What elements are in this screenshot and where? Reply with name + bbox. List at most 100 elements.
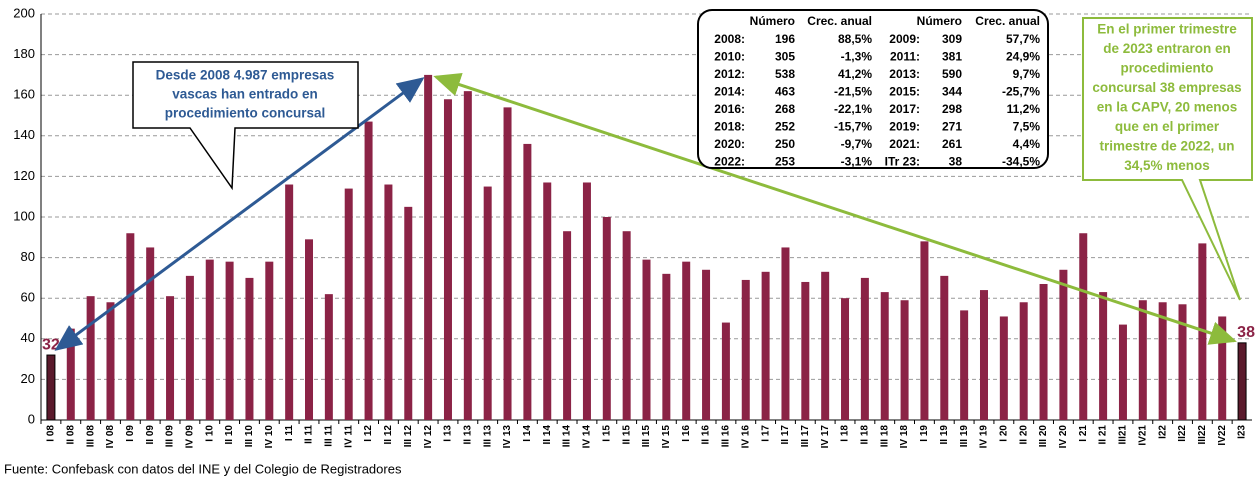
x-tick-label: III 20 xyxy=(1038,425,1049,448)
table-box xyxy=(697,9,1049,169)
bar xyxy=(702,269,711,420)
bar xyxy=(1079,233,1088,420)
bar xyxy=(265,261,274,420)
bar xyxy=(960,310,969,420)
table-cell: 2022: xyxy=(714,155,745,169)
x-tick-label: I 20 xyxy=(998,425,1009,442)
x-tick-label: I 17 xyxy=(760,425,771,442)
y-tick-label: 60 xyxy=(21,290,35,305)
table-cell: 2021: xyxy=(889,137,920,151)
bar xyxy=(563,231,572,420)
x-tick-label: III 12 xyxy=(403,425,414,448)
bar xyxy=(185,275,194,420)
bar xyxy=(979,290,988,420)
bar xyxy=(622,231,631,420)
x-tick-label: II22 xyxy=(1177,425,1188,442)
annotation: de 2023 entraron en xyxy=(1103,41,1231,56)
x-tick-label: IV 19 xyxy=(979,425,990,449)
table-cell: -21,5% xyxy=(834,85,872,99)
x-tick-label: III21 xyxy=(1118,425,1129,445)
x-tick-label: I 21 xyxy=(1078,425,1089,442)
bar xyxy=(1237,342,1247,421)
x-tick-label: II 10 xyxy=(224,425,235,445)
annotation: procedimiento xyxy=(1120,61,1213,76)
x-tick-label: II 18 xyxy=(860,425,871,445)
x-tick-label: I 19 xyxy=(919,425,930,442)
table-cell: -9,7% xyxy=(841,137,873,151)
table-cell: 309 xyxy=(942,32,962,46)
bar xyxy=(344,188,353,420)
bar xyxy=(1019,302,1028,420)
x-tick-label: IV 20 xyxy=(1058,425,1069,449)
x-tick-label: IV 12 xyxy=(423,425,434,449)
x-tick-label: III 11 xyxy=(324,425,335,447)
table-cell: -1,3% xyxy=(841,50,873,64)
table-cell: 305 xyxy=(775,50,795,64)
y-tick-label: 120 xyxy=(13,168,35,183)
table-cell: 271 xyxy=(942,120,962,134)
table-cell: 2016: xyxy=(714,102,745,116)
bar xyxy=(761,271,770,420)
x-tick-label: I 11 xyxy=(284,425,295,442)
annotation: 34,5% menos xyxy=(1124,158,1210,173)
bar xyxy=(841,298,850,420)
table-cell: 344 xyxy=(942,85,962,99)
bar xyxy=(324,294,333,420)
x-tick-label: IV 10 xyxy=(264,425,275,449)
x-tick-label: IV 17 xyxy=(820,425,831,449)
y-tick-label: 20 xyxy=(21,371,35,386)
annotation: en la CAPV, 20 menos xyxy=(1097,100,1238,115)
bar xyxy=(920,241,929,420)
bar xyxy=(1118,324,1127,420)
table-cell: 2015: xyxy=(889,85,920,99)
table-cell: 253 xyxy=(775,155,795,169)
x-tick-label: III 08 xyxy=(85,425,96,448)
bar xyxy=(602,217,611,420)
table-cell: 196 xyxy=(775,32,795,46)
x-tick-label: III 10 xyxy=(244,425,255,448)
table-cell: 57,7% xyxy=(1006,32,1040,46)
table-header: Número xyxy=(750,14,795,28)
table-cell: -22,1% xyxy=(834,102,872,116)
table-cell: 2010: xyxy=(714,50,745,64)
x-tick-label: II 15 xyxy=(621,425,632,445)
table-cell: 250 xyxy=(775,137,795,151)
bar xyxy=(483,186,492,420)
table-cell: 7,5% xyxy=(1013,120,1041,134)
table-cell: 2020: xyxy=(714,137,745,151)
table-cell: 2012: xyxy=(714,67,745,81)
x-tick-label: IV 16 xyxy=(740,425,751,449)
table-cell: 2013: xyxy=(889,67,920,81)
bar xyxy=(106,302,115,420)
x-tick-label: I 10 xyxy=(204,425,215,442)
x-tick-label: II 19 xyxy=(939,425,950,445)
bar xyxy=(66,328,75,420)
x-tick-label: IV 11 xyxy=(343,425,354,448)
bar xyxy=(443,99,452,420)
bar xyxy=(245,277,254,420)
x-tick-label: I 13 xyxy=(443,425,454,442)
table-cell: 24,9% xyxy=(1006,50,1040,64)
x-tick-label: I 15 xyxy=(601,425,612,442)
bar xyxy=(285,184,294,420)
x-tick-label: III22 xyxy=(1197,425,1208,445)
x-tick-label: III 15 xyxy=(641,425,652,448)
table-cell: 298 xyxy=(942,102,962,116)
bar xyxy=(463,91,472,420)
x-tick-label: II 13 xyxy=(462,425,473,445)
bar xyxy=(404,206,413,420)
table-cell: -34,5% xyxy=(1002,155,1040,169)
table-cell: 252 xyxy=(775,120,795,134)
bar xyxy=(126,233,135,420)
table-cell: 538 xyxy=(775,67,795,81)
x-tick-label: IV 08 xyxy=(105,425,116,449)
bar xyxy=(741,279,750,420)
bar xyxy=(1099,292,1108,420)
table-cell: -25,7% xyxy=(1002,85,1040,99)
table-cell: 2019: xyxy=(889,120,920,134)
table-cell: 463 xyxy=(775,85,795,99)
table-header: Número xyxy=(917,14,962,28)
x-tick-label: I 14 xyxy=(522,425,533,442)
table-cell: 2017: xyxy=(889,102,920,116)
bar xyxy=(86,296,95,420)
